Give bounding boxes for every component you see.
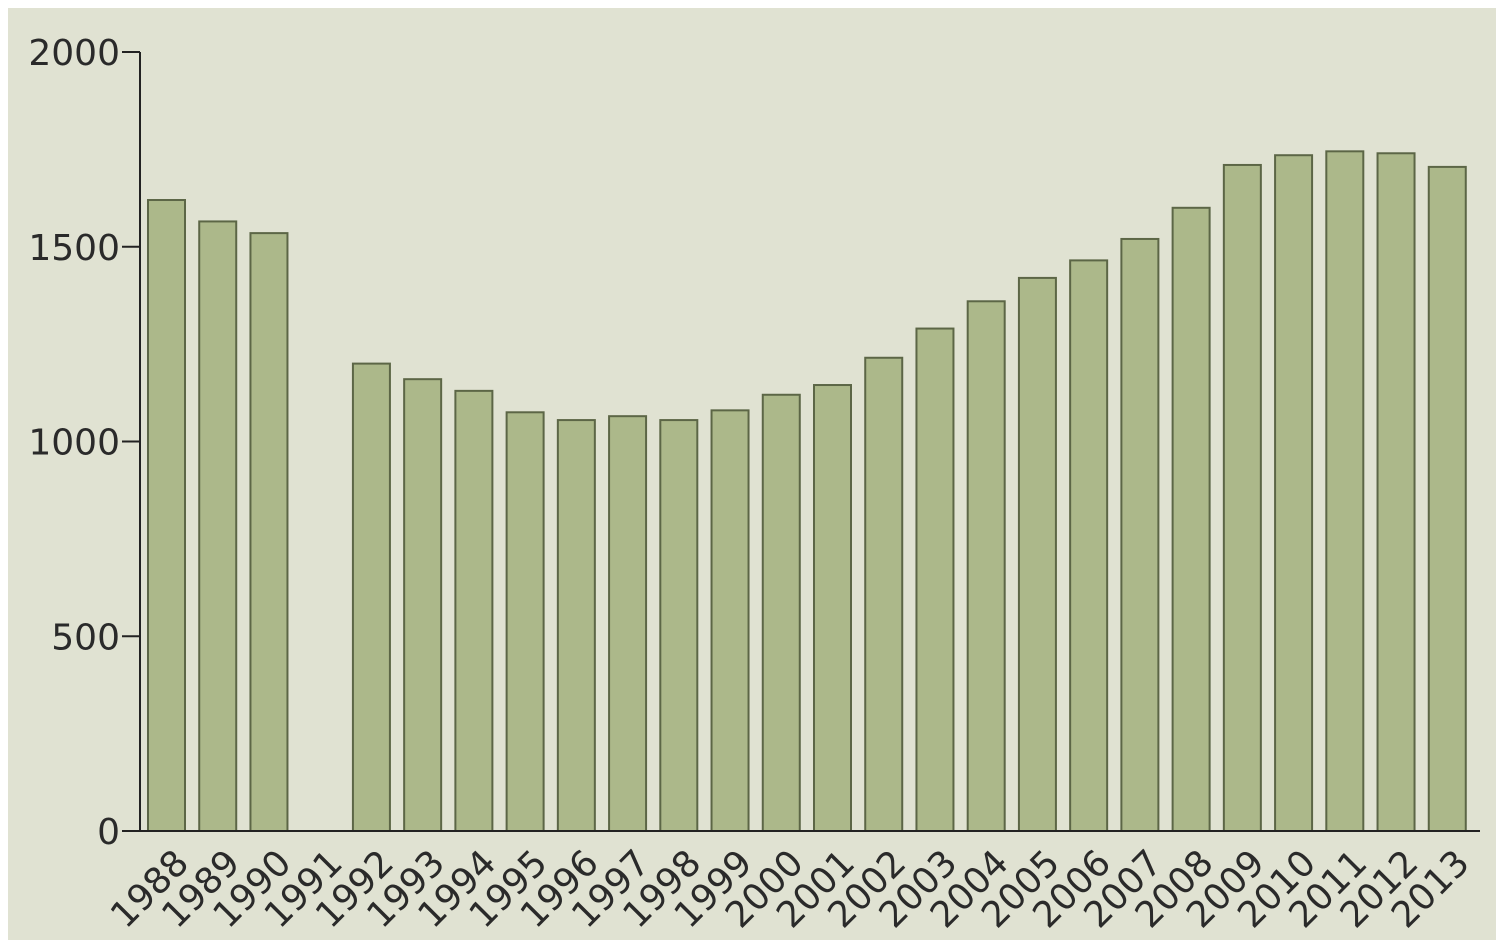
bar-1998: [659, 419, 699, 832]
bar-2009: [1222, 163, 1262, 832]
bar-2000: [761, 393, 801, 832]
bar-1996: [556, 419, 596, 832]
bar-2013: [1427, 165, 1467, 832]
bar-2003: [915, 327, 955, 832]
y-tick-label: 500: [51, 617, 120, 658]
bar-2005: [1017, 276, 1057, 833]
y-axis-ticks: 0 500 1000 1500 2000: [28, 33, 140, 853]
bar-2010: [1274, 154, 1314, 832]
bar-1997: [608, 415, 648, 832]
bar-1999: [710, 409, 750, 832]
bar-series: [147, 150, 1467, 833]
y-tick-label: 1000: [28, 423, 120, 464]
bar-2001: [813, 384, 852, 832]
bar-2006: [1069, 259, 1109, 832]
bar-1994: [454, 389, 494, 832]
bar-1989: [198, 220, 238, 832]
bar-2002: [864, 356, 904, 832]
bar-1995: [505, 411, 545, 832]
bar-2007: [1120, 237, 1160, 832]
bar-1993: [403, 378, 443, 832]
y-tick-label: 0: [97, 812, 120, 853]
bar-2012: [1376, 152, 1416, 832]
bar-2011: [1325, 150, 1365, 832]
y-tick-label: 2000: [28, 33, 120, 74]
bar-2008: [1171, 206, 1211, 833]
bar-1990: [249, 232, 289, 832]
bar-1988: [147, 199, 186, 832]
x-axis-ticks: 1988198919901991199219931994199519961997…: [103, 842, 1478, 936]
y-tick-label: 1500: [28, 228, 120, 269]
bar-2004: [966, 300, 1006, 832]
bar-1992: [351, 362, 391, 832]
